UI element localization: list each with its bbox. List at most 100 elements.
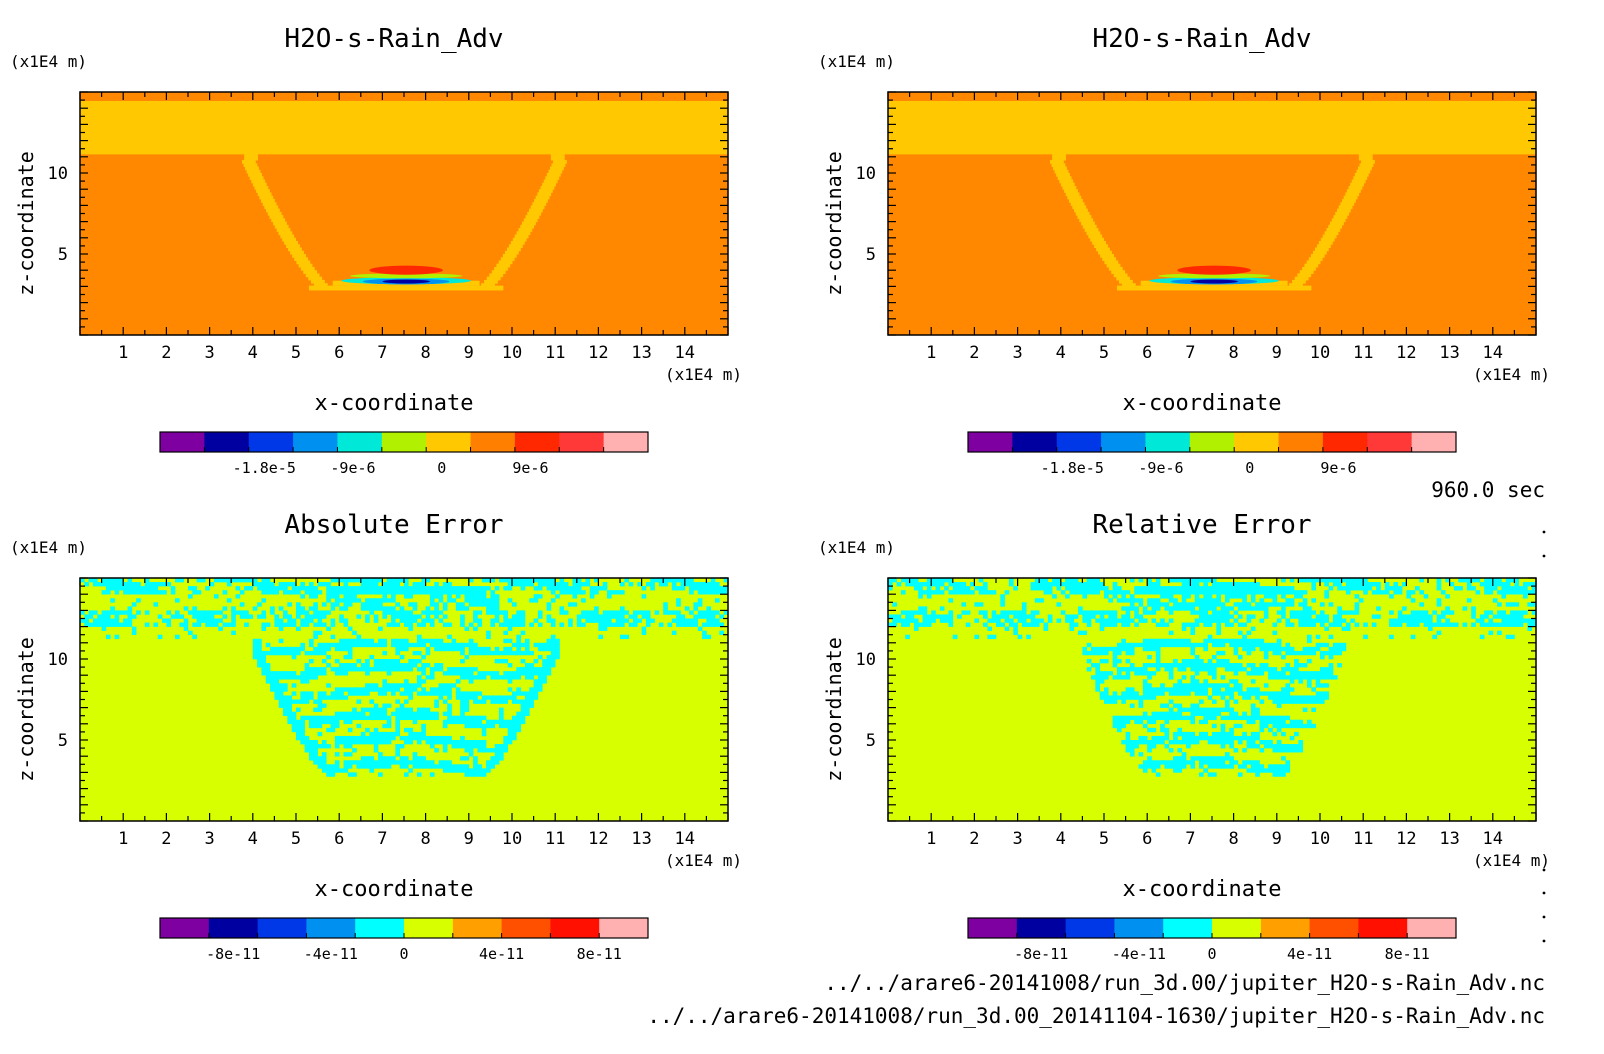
error-cell: [1207, 695, 1213, 700]
error-cell: [300, 622, 305, 627]
error-cell: [313, 646, 318, 652]
error-cell: [209, 582, 215, 587]
error-cell: [1324, 642, 1329, 648]
error-cell: [1501, 610, 1507, 615]
error-cell: [278, 650, 284, 656]
error-cell: [1514, 590, 1520, 595]
error-cell: [1095, 687, 1100, 692]
error-cell: [391, 618, 396, 623]
error-cell: [1216, 642, 1221, 648]
error-cell: [1164, 602, 1170, 607]
error-cell: [1497, 578, 1502, 583]
error-cell: [1492, 614, 1498, 619]
bowl-edge-cell: [496, 263, 511, 268]
error-cell: [1013, 626, 1018, 631]
error-cell: [537, 683, 543, 688]
error-cell: [226, 622, 232, 627]
error-cell: [1212, 586, 1217, 591]
error-cell: [455, 691, 461, 696]
error-cell: [1013, 622, 1018, 627]
bowl-edge-cell: [1051, 163, 1066, 168]
error-cell: [1034, 578, 1040, 583]
error-cell: [434, 699, 439, 704]
error-cell: [1289, 723, 1295, 729]
error-cell: [291, 646, 297, 652]
error-cell: [1034, 610, 1040, 615]
error-cell: [1402, 618, 1407, 623]
error-cell: [1104, 675, 1109, 680]
error-cell: [512, 675, 517, 680]
colorbar-swatch: [1309, 918, 1359, 938]
error-cell: [434, 614, 439, 619]
x-tick-label: 12: [588, 343, 608, 363]
error-cell: [339, 618, 344, 623]
error-cell: [667, 578, 673, 583]
error-cell: [1129, 687, 1135, 692]
error-cell: [1229, 679, 1234, 684]
x-tick-label: 5: [291, 343, 301, 363]
error-cell: [624, 634, 629, 640]
error-cell: [1116, 715, 1122, 721]
error-cell: [680, 586, 686, 591]
error-cell: [296, 731, 301, 737]
error-cell: [473, 723, 478, 729]
error-cell: [464, 594, 470, 599]
error-cell: [1302, 622, 1308, 627]
error-cell: [473, 691, 478, 696]
error-cell: [347, 626, 353, 631]
error-cell: [1216, 687, 1221, 692]
error-cell: [378, 715, 383, 721]
error-cell: [1224, 618, 1230, 623]
error-cell: [1527, 590, 1532, 595]
error-cell: [529, 663, 534, 668]
error-cell: [512, 582, 517, 587]
bowl-edge-cell: [1098, 250, 1112, 255]
bowl-edge-cell: [246, 169, 261, 174]
error-cell: [944, 614, 949, 619]
error-cell: [520, 578, 526, 583]
bowl-edge-cell: [504, 250, 519, 255]
error-cell: [697, 602, 703, 607]
error-cell: [1199, 731, 1204, 737]
error-cell: [1008, 622, 1014, 627]
error-cell: [1389, 622, 1394, 627]
error-cell: [637, 610, 642, 615]
error-cell: [395, 727, 400, 733]
error-cell: [175, 598, 180, 603]
error-cell: [913, 626, 919, 631]
error-cell: [382, 594, 388, 599]
error-cell: [131, 586, 137, 591]
error-cell: [1237, 590, 1243, 595]
error-cell: [386, 683, 392, 688]
error-cell: [1307, 723, 1312, 729]
error-cell: [1108, 622, 1113, 627]
error-cell: [1181, 675, 1187, 680]
error-cell: [473, 764, 478, 769]
error-cell: [555, 654, 560, 660]
error-cell: [1186, 735, 1191, 741]
error-cell: [546, 602, 552, 607]
colorbar-swatch: [452, 918, 503, 938]
error-cell: [1116, 659, 1122, 664]
error-cell: [1324, 578, 1329, 583]
error-cell: [434, 582, 439, 587]
error-cell: [1125, 748, 1131, 753]
error-cell: [209, 614, 215, 619]
error-cell: [524, 695, 530, 700]
error-cell: [1289, 748, 1295, 753]
error-cell: [386, 663, 392, 668]
error-cell: [334, 659, 340, 664]
error-cell: [576, 622, 582, 627]
error-cell: [434, 663, 439, 668]
error-cell: [1289, 735, 1295, 741]
error-cell: [1186, 638, 1191, 644]
colorbar-swatch: [1234, 432, 1280, 452]
error-cell: [1466, 578, 1472, 583]
error-cell: [563, 610, 569, 615]
error-cell: [365, 582, 370, 587]
error-cell: [468, 772, 474, 777]
error-cell: [1324, 650, 1329, 656]
error-cell: [416, 642, 422, 648]
error-cell: [278, 675, 284, 680]
error-cell: [1406, 594, 1412, 599]
